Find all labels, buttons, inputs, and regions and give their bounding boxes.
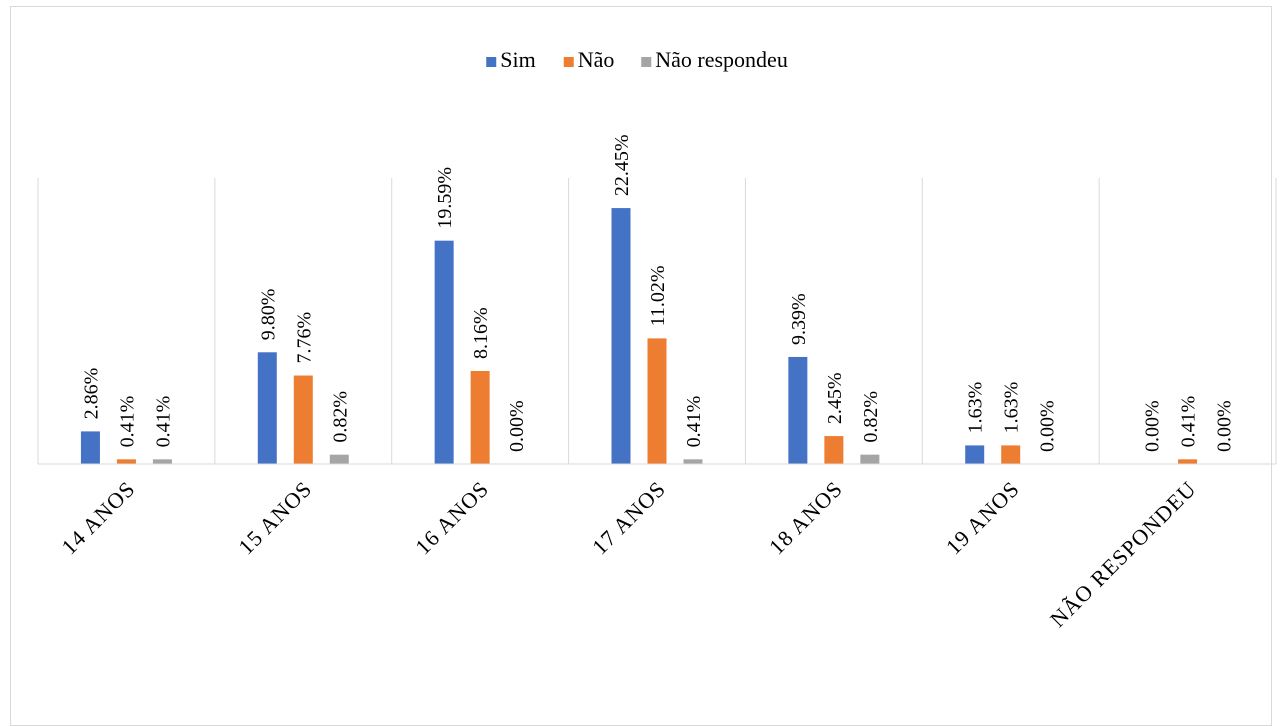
legend-entry: Não (578, 47, 615, 72)
data-label: 0.00% (1214, 400, 1236, 452)
data-label: 19.59% (434, 167, 456, 229)
data-label: 2.45% (824, 372, 846, 424)
bar (293, 375, 313, 464)
chart-svg: Sim Não Não respondeu 2.86% 9.80% 19.59% 22.4… (37, 47, 1277, 632)
data-label: 9.39% (788, 293, 810, 345)
data-label: 9.80% (257, 289, 279, 341)
data-label: 22.45% (611, 134, 633, 196)
bar (329, 454, 349, 464)
bar (824, 436, 844, 464)
data-label: 0.00% (506, 400, 528, 452)
category-label: 18 ANOS (764, 476, 848, 560)
data-label: 0.41% (152, 396, 174, 448)
data-labels: 2.86% 9.80% 19.59% 22.45% 9.39% 1.63% 0.00% 0.4… (80, 134, 1235, 452)
data-label: 0.82% (329, 391, 351, 443)
category-label: 14 ANOS (56, 476, 140, 560)
category-label: 15 ANOS (233, 476, 317, 560)
bar (470, 370, 490, 464)
data-label: 7.76% (293, 312, 315, 364)
category-labels: 14 ANOS 15 ANOS 16 ANOS 17 ANOS 18 ANOS 19 AN… (56, 476, 1201, 632)
bar (257, 352, 277, 464)
category-label: NÃO RESPONDEU (1045, 476, 1201, 632)
legend-entry: Não respondeu (655, 47, 788, 72)
bar (788, 356, 808, 464)
data-label: 11.02% (647, 265, 669, 326)
category-separators (37, 178, 1277, 464)
data-label: 2.86% (80, 368, 102, 420)
bars (80, 208, 1198, 464)
data-label: 1.63% (1001, 382, 1023, 434)
data-label: 0.00% (1037, 400, 1059, 452)
bar (434, 240, 454, 464)
data-label: 0.41% (683, 396, 705, 448)
bar (611, 208, 631, 464)
data-label: 0.82% (860, 391, 882, 443)
bar (1178, 459, 1198, 464)
bar (1001, 445, 1021, 464)
legend: Sim Não Não respondeu (486, 47, 788, 72)
bar (860, 454, 880, 464)
data-label: 8.16% (470, 307, 492, 359)
legend-swatch (486, 57, 497, 67)
legend-swatch (563, 57, 574, 67)
bar (965, 445, 985, 464)
legend-swatch (641, 57, 652, 67)
category-label: 19 ANOS (941, 476, 1025, 560)
legend-entry: Sim (500, 47, 535, 72)
bar (647, 338, 667, 464)
bar (116, 459, 136, 464)
bar (683, 459, 703, 464)
bar (80, 431, 100, 464)
data-label: 0.00% (1142, 400, 1164, 452)
data-label: 1.63% (965, 382, 987, 434)
data-label: 0.41% (1178, 396, 1200, 448)
bar (152, 459, 172, 464)
category-label: 16 ANOS (410, 476, 494, 560)
category-label: 17 ANOS (587, 476, 671, 560)
data-label: 0.41% (116, 396, 138, 448)
